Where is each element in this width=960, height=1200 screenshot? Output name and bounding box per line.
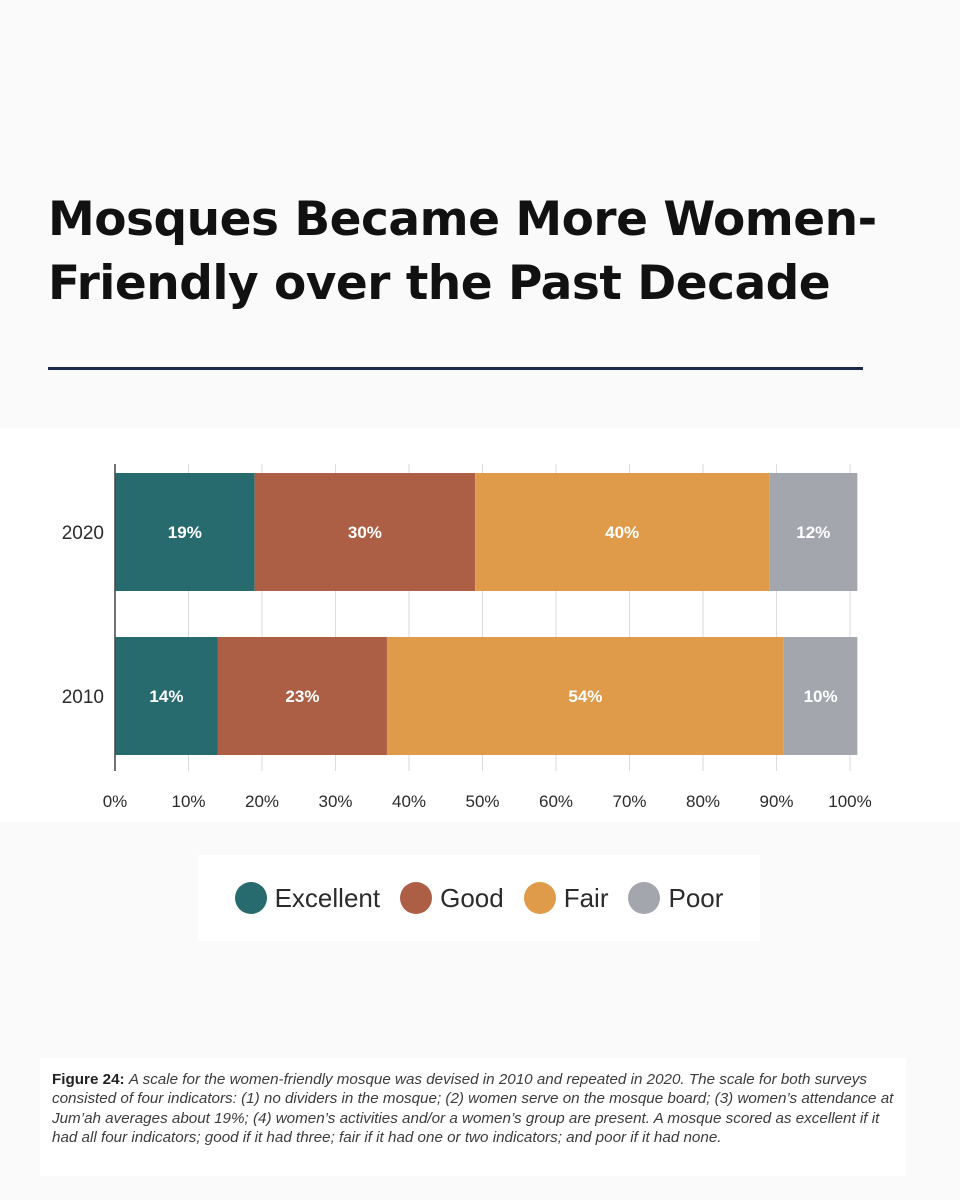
bar-excellent-2010 xyxy=(115,637,218,755)
x-tick-label: 100% xyxy=(828,792,871,811)
x-tick-label: 30% xyxy=(318,792,352,811)
caption-text: A scale for the women-friendly mosque wa… xyxy=(52,1071,894,1147)
data-label-fair-2010: 54% xyxy=(568,687,602,706)
data-label-excellent-2010: 14% xyxy=(149,687,183,706)
legend-label-fair: Fair xyxy=(563,882,609,913)
x-tick-label: 70% xyxy=(612,792,646,811)
legend-swatch-good xyxy=(400,882,433,914)
legend-swatch-fair xyxy=(523,882,556,914)
bar-fair-2010 xyxy=(386,637,784,755)
x-tick-label: 10% xyxy=(171,792,205,811)
x-tick-label: 20% xyxy=(245,792,279,811)
chart-panel: 19% 30% 40% 12% 2020 14% 23% 54% 10% 2010 0% 10% 20%… xyxy=(0,428,960,822)
bar-poor-2020 xyxy=(769,473,858,591)
legend-label-poor: Poor xyxy=(668,882,724,913)
y-tick-label-2020: 2020 xyxy=(62,523,104,544)
data-label-poor-2010: 10% xyxy=(804,687,838,706)
bar-excellent-2020 xyxy=(115,473,255,591)
x-tick-label: 80% xyxy=(686,792,720,811)
legend-item-poor: Poor xyxy=(628,882,723,914)
caption-label: Figure 24: xyxy=(52,1071,125,1088)
data-label-good-2020: 30% xyxy=(348,523,382,542)
x-tick-label: 90% xyxy=(759,792,793,811)
data-label-good-2010: 23% xyxy=(285,687,319,706)
legend-item-good: Good xyxy=(400,882,504,914)
chart-legend: Excellent Good Fair Poor xyxy=(198,855,760,941)
legend-label-good: Good xyxy=(440,882,504,913)
bar-good-2010 xyxy=(217,637,387,755)
x-tick-label: 50% xyxy=(465,792,499,811)
stacked-bar-chart: 19% 30% 40% 12% 2020 14% 23% 54% 10% 2010 0% 10% 20%… xyxy=(62,464,872,811)
x-tick-label: 60% xyxy=(539,792,573,811)
y-tick-label-2010: 2010 xyxy=(62,687,104,708)
bar-poor-2010 xyxy=(783,637,858,755)
chart-title: Mosques Became More Women-Friendly over … xyxy=(48,192,877,311)
bar-good-2020 xyxy=(254,473,476,591)
data-label-excellent-2020: 19% xyxy=(168,523,202,542)
x-tick-label: 40% xyxy=(392,792,426,811)
legend-swatch-excellent xyxy=(234,882,267,914)
x-tick-label: 0% xyxy=(103,792,128,811)
data-label-poor-2020: 12% xyxy=(796,523,830,542)
figure-caption: Figure 24: A scale for the women-friendl… xyxy=(40,1058,906,1176)
data-label-fair-2020: 40% xyxy=(605,523,639,542)
legend-item-excellent: Excellent xyxy=(234,882,381,914)
legend-swatch-poor xyxy=(628,882,661,914)
title-divider xyxy=(48,367,863,370)
bar-fair-2020 xyxy=(475,473,770,591)
legend-item-fair: Fair xyxy=(523,882,609,914)
legend-label-excellent: Excellent xyxy=(274,882,381,913)
